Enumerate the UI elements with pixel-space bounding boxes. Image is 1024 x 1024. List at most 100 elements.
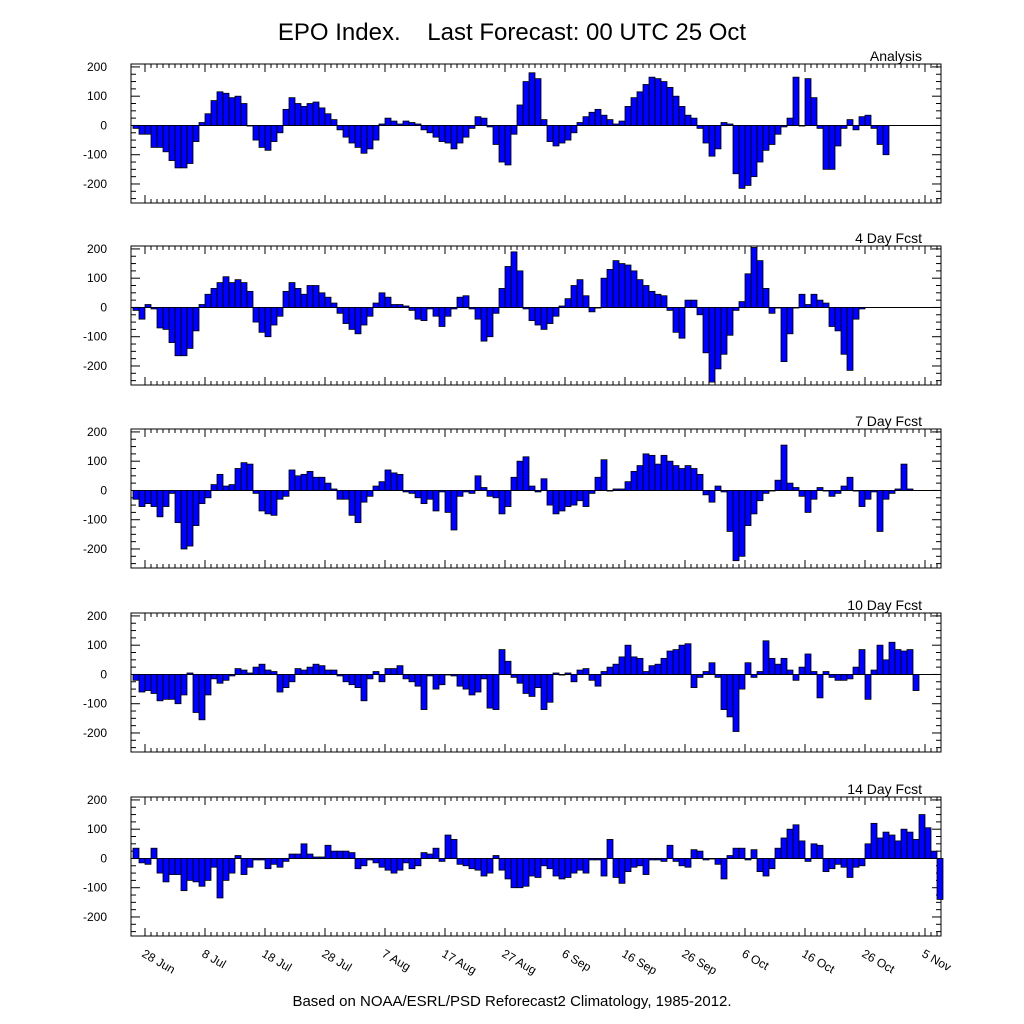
bar (582, 116, 590, 126)
bar (150, 674, 158, 694)
bar (204, 858, 212, 881)
bar (720, 674, 728, 710)
bar (288, 469, 296, 491)
bar (504, 660, 512, 675)
bar (534, 307, 542, 326)
bar (696, 125, 704, 129)
bar (366, 490, 374, 497)
panel-frame (130, 612, 942, 753)
bar (576, 490, 584, 502)
bar (276, 490, 284, 500)
panel-label: 10 Day Fcst (847, 597, 922, 613)
bar (258, 858, 266, 861)
bar (678, 858, 686, 867)
bar (312, 101, 320, 126)
bar (540, 858, 548, 867)
bar (426, 853, 434, 859)
bar (600, 277, 608, 308)
bar (240, 103, 248, 126)
bar (888, 834, 896, 859)
bar (648, 454, 656, 491)
bar (324, 482, 332, 491)
bar (234, 855, 242, 859)
bar (288, 674, 296, 683)
bar (408, 307, 416, 311)
bar (498, 288, 506, 308)
bar (630, 656, 638, 675)
bar (762, 288, 770, 308)
bar (420, 852, 428, 859)
bar (810, 843, 818, 859)
bar (372, 858, 380, 864)
y-tick-label: -100 (83, 697, 107, 711)
bar (672, 307, 680, 333)
bar (798, 840, 806, 859)
x-tick-label: 17 Aug (440, 946, 479, 977)
bar (852, 307, 860, 320)
bar (792, 824, 800, 859)
bar (702, 307, 710, 354)
bar (408, 122, 416, 126)
bar (750, 125, 758, 178)
bar (702, 125, 710, 144)
bar (744, 858, 752, 861)
bar (312, 856, 320, 859)
bar (864, 843, 872, 859)
bar (270, 671, 278, 675)
bar (276, 307, 284, 317)
bar (822, 302, 830, 308)
bar (930, 850, 938, 859)
bar (546, 490, 554, 506)
bar (618, 488, 626, 491)
bar (366, 307, 374, 317)
bar (858, 649, 866, 675)
bar (384, 668, 392, 675)
bar (666, 87, 674, 126)
bar (726, 674, 734, 718)
bar (402, 858, 410, 864)
bar (612, 123, 620, 126)
bar (132, 674, 140, 681)
bar (696, 307, 704, 316)
bar (300, 293, 308, 308)
bar (432, 307, 440, 317)
panel-label: 4 Day Fcst (855, 230, 922, 246)
bar (246, 290, 254, 308)
x-tick-label: 16 Oct (800, 946, 838, 976)
bar (300, 473, 308, 491)
bar (594, 476, 602, 491)
bar (228, 674, 236, 677)
bar (324, 669, 332, 675)
bar (132, 125, 140, 129)
panel-label: 14 Day Fcst (847, 781, 922, 797)
bar (210, 858, 218, 868)
bar (750, 247, 758, 308)
bar (306, 285, 314, 308)
bar (504, 125, 512, 166)
bar (558, 858, 566, 880)
y-tick-label: 200 (87, 60, 107, 74)
bar (702, 490, 710, 496)
bar (156, 307, 164, 329)
bar (390, 120, 398, 126)
bar (528, 307, 536, 322)
bar (246, 858, 254, 868)
bar (354, 858, 362, 870)
bar (864, 674, 872, 700)
bar (672, 649, 680, 675)
panel-frame (130, 63, 942, 204)
bar (708, 662, 716, 675)
bar (246, 125, 254, 127)
bar (714, 674, 722, 678)
bar (732, 847, 740, 859)
bar (348, 125, 356, 144)
bar (624, 264, 632, 308)
bar (768, 490, 776, 492)
bar (312, 663, 320, 675)
bar (174, 307, 182, 357)
bar (906, 649, 914, 675)
bar (264, 669, 272, 675)
bar (288, 282, 296, 308)
bar (840, 307, 848, 355)
bar (642, 453, 650, 491)
